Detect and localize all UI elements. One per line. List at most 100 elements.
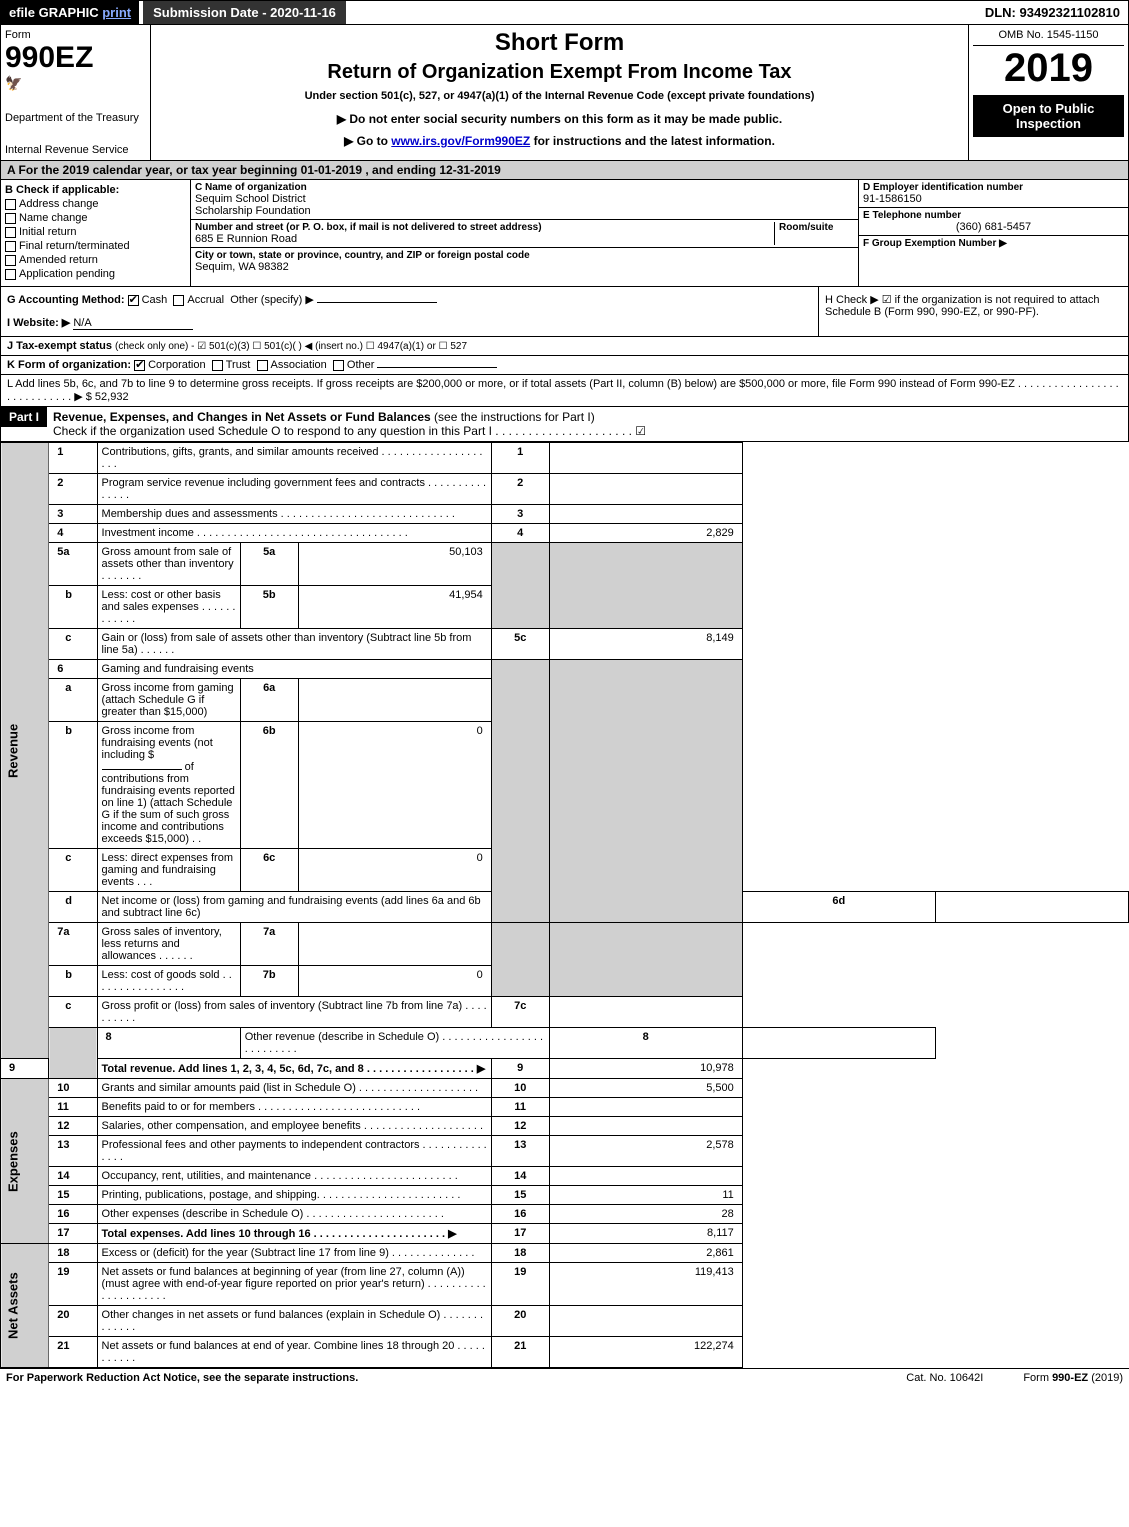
- chk-corporation[interactable]: [134, 360, 145, 371]
- line-12: 12 Salaries, other compensation, and emp…: [1, 1117, 1129, 1136]
- 6b-blank[interactable]: [102, 769, 182, 770]
- chk-association[interactable]: [257, 360, 268, 371]
- top-bar: efile GRAPHIC print Submission Date - 20…: [0, 0, 1129, 25]
- line-9: 9 Total revenue. Add lines 1, 2, 3, 4, 5…: [1, 1059, 1129, 1079]
- phone-value: (360) 681-5457: [863, 221, 1124, 233]
- part1-title: Revenue, Expenses, and Changes in Net As…: [47, 407, 1128, 441]
- dln: DLN: 93492321102810: [977, 1, 1128, 24]
- part1-check-note: Check if the organization used Schedule …: [53, 424, 646, 438]
- chk-cash[interactable]: [128, 295, 139, 306]
- line-19: 19 Net assets or fund balances at beginn…: [1, 1263, 1129, 1306]
- line-1: Revenue 1 Contributions, gifts, grants, …: [1, 443, 1129, 474]
- chk-initial-return[interactable]: Initial return: [5, 226, 186, 238]
- j-label: J Tax-exempt status: [7, 340, 112, 352]
- i-label: I Website: ▶: [7, 317, 70, 329]
- line-6: 6 Gaming and fundraising events: [1, 660, 1129, 679]
- chk-name-change[interactable]: Name change: [5, 212, 186, 224]
- section-d: D Employer identification number 91-1586…: [859, 180, 1128, 208]
- org-name-row: C Name of organization Sequim School Dis…: [191, 180, 858, 220]
- gh-block: G Accounting Method: Cash Accrual Other …: [0, 287, 1129, 337]
- part1-title-text: Revenue, Expenses, and Changes in Net As…: [53, 410, 431, 424]
- section-c: C Name of organization Sequim School Dis…: [191, 180, 858, 286]
- line-20: 20 Other changes in net assets or fund b…: [1, 1306, 1129, 1337]
- ein-value: 91-1586150: [863, 193, 1124, 205]
- section-a: A For the 2019 calendar year, or tax yea…: [0, 161, 1129, 180]
- line-3: 3 Membership dues and assessments . . . …: [1, 505, 1129, 524]
- line-7c: c Gross profit or (loss) from sales of i…: [1, 997, 1129, 1028]
- k-label: K Form of organization:: [7, 359, 131, 371]
- g-other-input[interactable]: [317, 302, 437, 303]
- line-13: 13 Professional fees and other payments …: [1, 1136, 1129, 1167]
- efile-badge: efile GRAPHIC print: [1, 1, 139, 24]
- side-net-assets: Net Assets: [1, 1244, 49, 1368]
- section-g: G Accounting Method: Cash Accrual Other …: [7, 293, 812, 306]
- phone-label: E Telephone number: [863, 210, 1124, 221]
- org-name-1: Sequim School District: [195, 193, 854, 205]
- line-15: 15 Printing, publications, postage, and …: [1, 1186, 1129, 1205]
- j-detail: (check only one) - ☑ 501(c)(3) ☐ 501(c)(…: [115, 341, 467, 352]
- line-21: 21 Net assets or fund balances at end of…: [1, 1337, 1129, 1368]
- chk-final-return[interactable]: Final return/terminated: [5, 240, 186, 252]
- header-center: Short Form Return of Organization Exempt…: [151, 25, 968, 160]
- short-form-title: Short Form: [155, 29, 964, 57]
- section-b: B Check if applicable: Address change Na…: [1, 180, 191, 286]
- group-exemption-label: F Group Exemption Number ▶: [863, 238, 1124, 249]
- header-left: Form 990EZ 🦅 Department of the Treasury …: [1, 25, 151, 160]
- org-name-label: C Name of organization: [195, 182, 854, 193]
- g-label: G Accounting Method:: [7, 294, 125, 306]
- footer-right: Form 990-EZ (2019): [1023, 1372, 1123, 1384]
- line-4: 4 Investment income . . . . . . . . . . …: [1, 524, 1129, 543]
- chk-amended-return[interactable]: Amended return: [5, 254, 186, 266]
- print-link[interactable]: print: [102, 5, 131, 20]
- k-other-input[interactable]: [377, 367, 497, 368]
- goto-prefix: ▶ Go to: [344, 134, 391, 148]
- omb-number: OMB No. 1545-1150: [973, 29, 1124, 46]
- street-value: 685 E Runnion Road: [195, 233, 774, 245]
- ein-label: D Employer identification number: [863, 182, 1124, 193]
- section-f: F Group Exemption Number ▶: [859, 236, 1128, 251]
- line-11: 11 Benefits paid to or for members . . .…: [1, 1098, 1129, 1117]
- line-14: 14 Occupancy, rent, utilities, and maint…: [1, 1167, 1129, 1186]
- chk-accrual[interactable]: [173, 295, 184, 306]
- line-2: 2 Program service revenue including gove…: [1, 474, 1129, 505]
- footer: For Paperwork Reduction Act Notice, see …: [0, 1368, 1129, 1387]
- website-value: N/A: [73, 317, 193, 330]
- line-17: 17 Total expenses. Add lines 10 through …: [1, 1224, 1129, 1244]
- dept-treasury: Department of the Treasury: [5, 112, 146, 124]
- section-j: J Tax-exempt status (check only one) - ☑…: [0, 337, 1129, 356]
- header-right: OMB No. 1545-1150 2019 Open to Public In…: [968, 25, 1128, 160]
- street-label: Number and street (or P. O. box, if mail…: [195, 222, 774, 233]
- line-8: 8 Other revenue (describe in Schedule O)…: [1, 1028, 1129, 1059]
- chk-other-org[interactable]: [333, 360, 344, 371]
- chk-trust[interactable]: [212, 360, 223, 371]
- line-7a: 7a Gross sales of inventory, less return…: [1, 923, 1129, 966]
- info-right: D Employer identification number 91-1586…: [858, 180, 1128, 286]
- lines-table: Revenue 1 Contributions, gifts, grants, …: [0, 442, 1129, 1368]
- chk-address-change[interactable]: Address change: [5, 198, 186, 210]
- section-h: H Check ▶ ☑ if the organization is not r…: [818, 287, 1128, 336]
- chk-application-pending[interactable]: Application pending: [5, 268, 186, 280]
- open-public: Open to Public Inspection: [973, 95, 1124, 137]
- city-label: City or town, state or province, country…: [195, 250, 854, 261]
- section-e: E Telephone number (360) 681-5457: [859, 208, 1128, 236]
- eagle-icon: 🦅: [5, 75, 146, 92]
- section-b-label: B Check if applicable:: [5, 184, 186, 196]
- tax-year: 2019: [973, 46, 1124, 91]
- goto-line: ▶ Go to www.irs.gov/Form990EZ for instru…: [155, 134, 964, 148]
- street-row: Number and street (or P. O. box, if mail…: [191, 220, 858, 248]
- side-revenue: Revenue: [1, 443, 49, 1059]
- section-l: L Add lines 5b, 6c, and 7b to line 9 to …: [0, 375, 1129, 407]
- part1-title-suffix: (see the instructions for Part I): [434, 410, 595, 424]
- part1-label: Part I: [1, 407, 47, 427]
- part1-header-row: Part I Revenue, Expenses, and Changes in…: [0, 407, 1129, 442]
- footer-cat: Cat. No. 10642I: [906, 1372, 983, 1384]
- form-label: Form: [5, 29, 146, 41]
- efile-prefix: efile: [9, 5, 35, 20]
- goto-link[interactable]: www.irs.gov/Form990EZ: [391, 134, 530, 148]
- efile-graphic: GRAPHIC: [39, 5, 99, 20]
- side-expenses: Expenses: [1, 1079, 49, 1244]
- room-label: Room/suite: [779, 222, 854, 233]
- section-i: I Website: ▶ N/A: [7, 316, 812, 330]
- ssn-note: ▶ Do not enter social security numbers o…: [155, 112, 964, 126]
- info-block: B Check if applicable: Address change Na…: [0, 180, 1129, 287]
